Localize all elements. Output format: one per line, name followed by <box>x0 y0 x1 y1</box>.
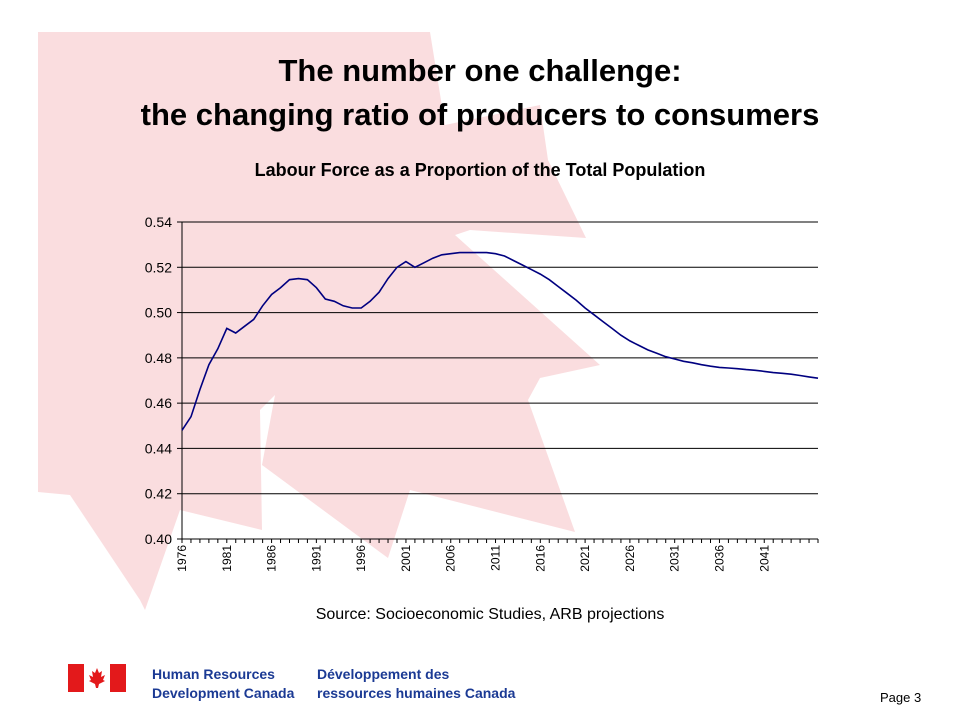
department-name-english: Human Resources Development Canada <box>152 665 294 703</box>
y-tick-label: 0.54 <box>145 214 172 230</box>
x-tick-label: 2001 <box>399 545 413 572</box>
y-axis: 0.40 0.42 0.44 0.46 0.48 0.50 0.52 0.54 <box>145 214 183 547</box>
page-number: Page 3 <box>880 690 922 705</box>
x-tick-label: 1981 <box>220 545 234 572</box>
source-note: Source: Socioeconomic Studies, ARB proje… <box>315 606 665 623</box>
flag-left-bar <box>68 664 84 692</box>
y-tick-label: 0.48 <box>145 350 172 366</box>
series-line <box>181 251 819 431</box>
y-tick-label: 0.46 <box>145 395 172 411</box>
x-tick-label: 2031 <box>668 545 682 572</box>
y-tick-label: 0.52 <box>145 259 172 275</box>
x-tick-label: 2011 <box>489 545 503 571</box>
chart-title: Labour Force as a Proportion of the Tota… <box>254 160 706 180</box>
maple-leaf-shape <box>38 32 600 610</box>
slide-title-line-2: the changing ratio of producers to consu… <box>140 97 820 132</box>
x-tick-label: 1996 <box>354 545 368 572</box>
y-tick-label: 0.44 <box>145 440 172 456</box>
dept-en-line-1: Human Resources <box>152 666 275 682</box>
chart-gridlines <box>182 221 818 540</box>
x-axis: 1976 1981 1986 1991 1996 2001 2006 2011 2016 2021… <box>175 538 819 572</box>
flag-right-bar <box>110 664 126 692</box>
x-tick-label: 1976 <box>175 545 189 572</box>
x-tick-label: 2021 <box>578 545 592 572</box>
y-tick-label: 0.42 <box>145 486 172 502</box>
x-tick-label: 1986 <box>265 545 279 572</box>
slide-title-line-1: The number one challenge: <box>278 53 682 88</box>
x-tick-label: 2016 <box>533 545 547 572</box>
dept-fr-line-2: ressources humaines Canada <box>317 685 516 701</box>
maple-leaf-icon <box>89 668 105 688</box>
x-tick-label: 2026 <box>623 545 637 572</box>
x-tick-label: 1991 <box>309 545 323 572</box>
x-tick-label: 2041 <box>757 545 771 572</box>
department-name-french: Développement des ressources humaines Ca… <box>317 665 515 703</box>
x-tick-label: 2036 <box>712 545 726 572</box>
y-tick-label: 0.50 <box>145 305 172 321</box>
x-tick-label: 2006 <box>444 545 458 572</box>
dept-fr-line-1: Développement des <box>317 666 450 682</box>
y-tick-label: 0.40 <box>145 531 172 547</box>
dept-en-line-2: Development Canada <box>152 685 295 701</box>
